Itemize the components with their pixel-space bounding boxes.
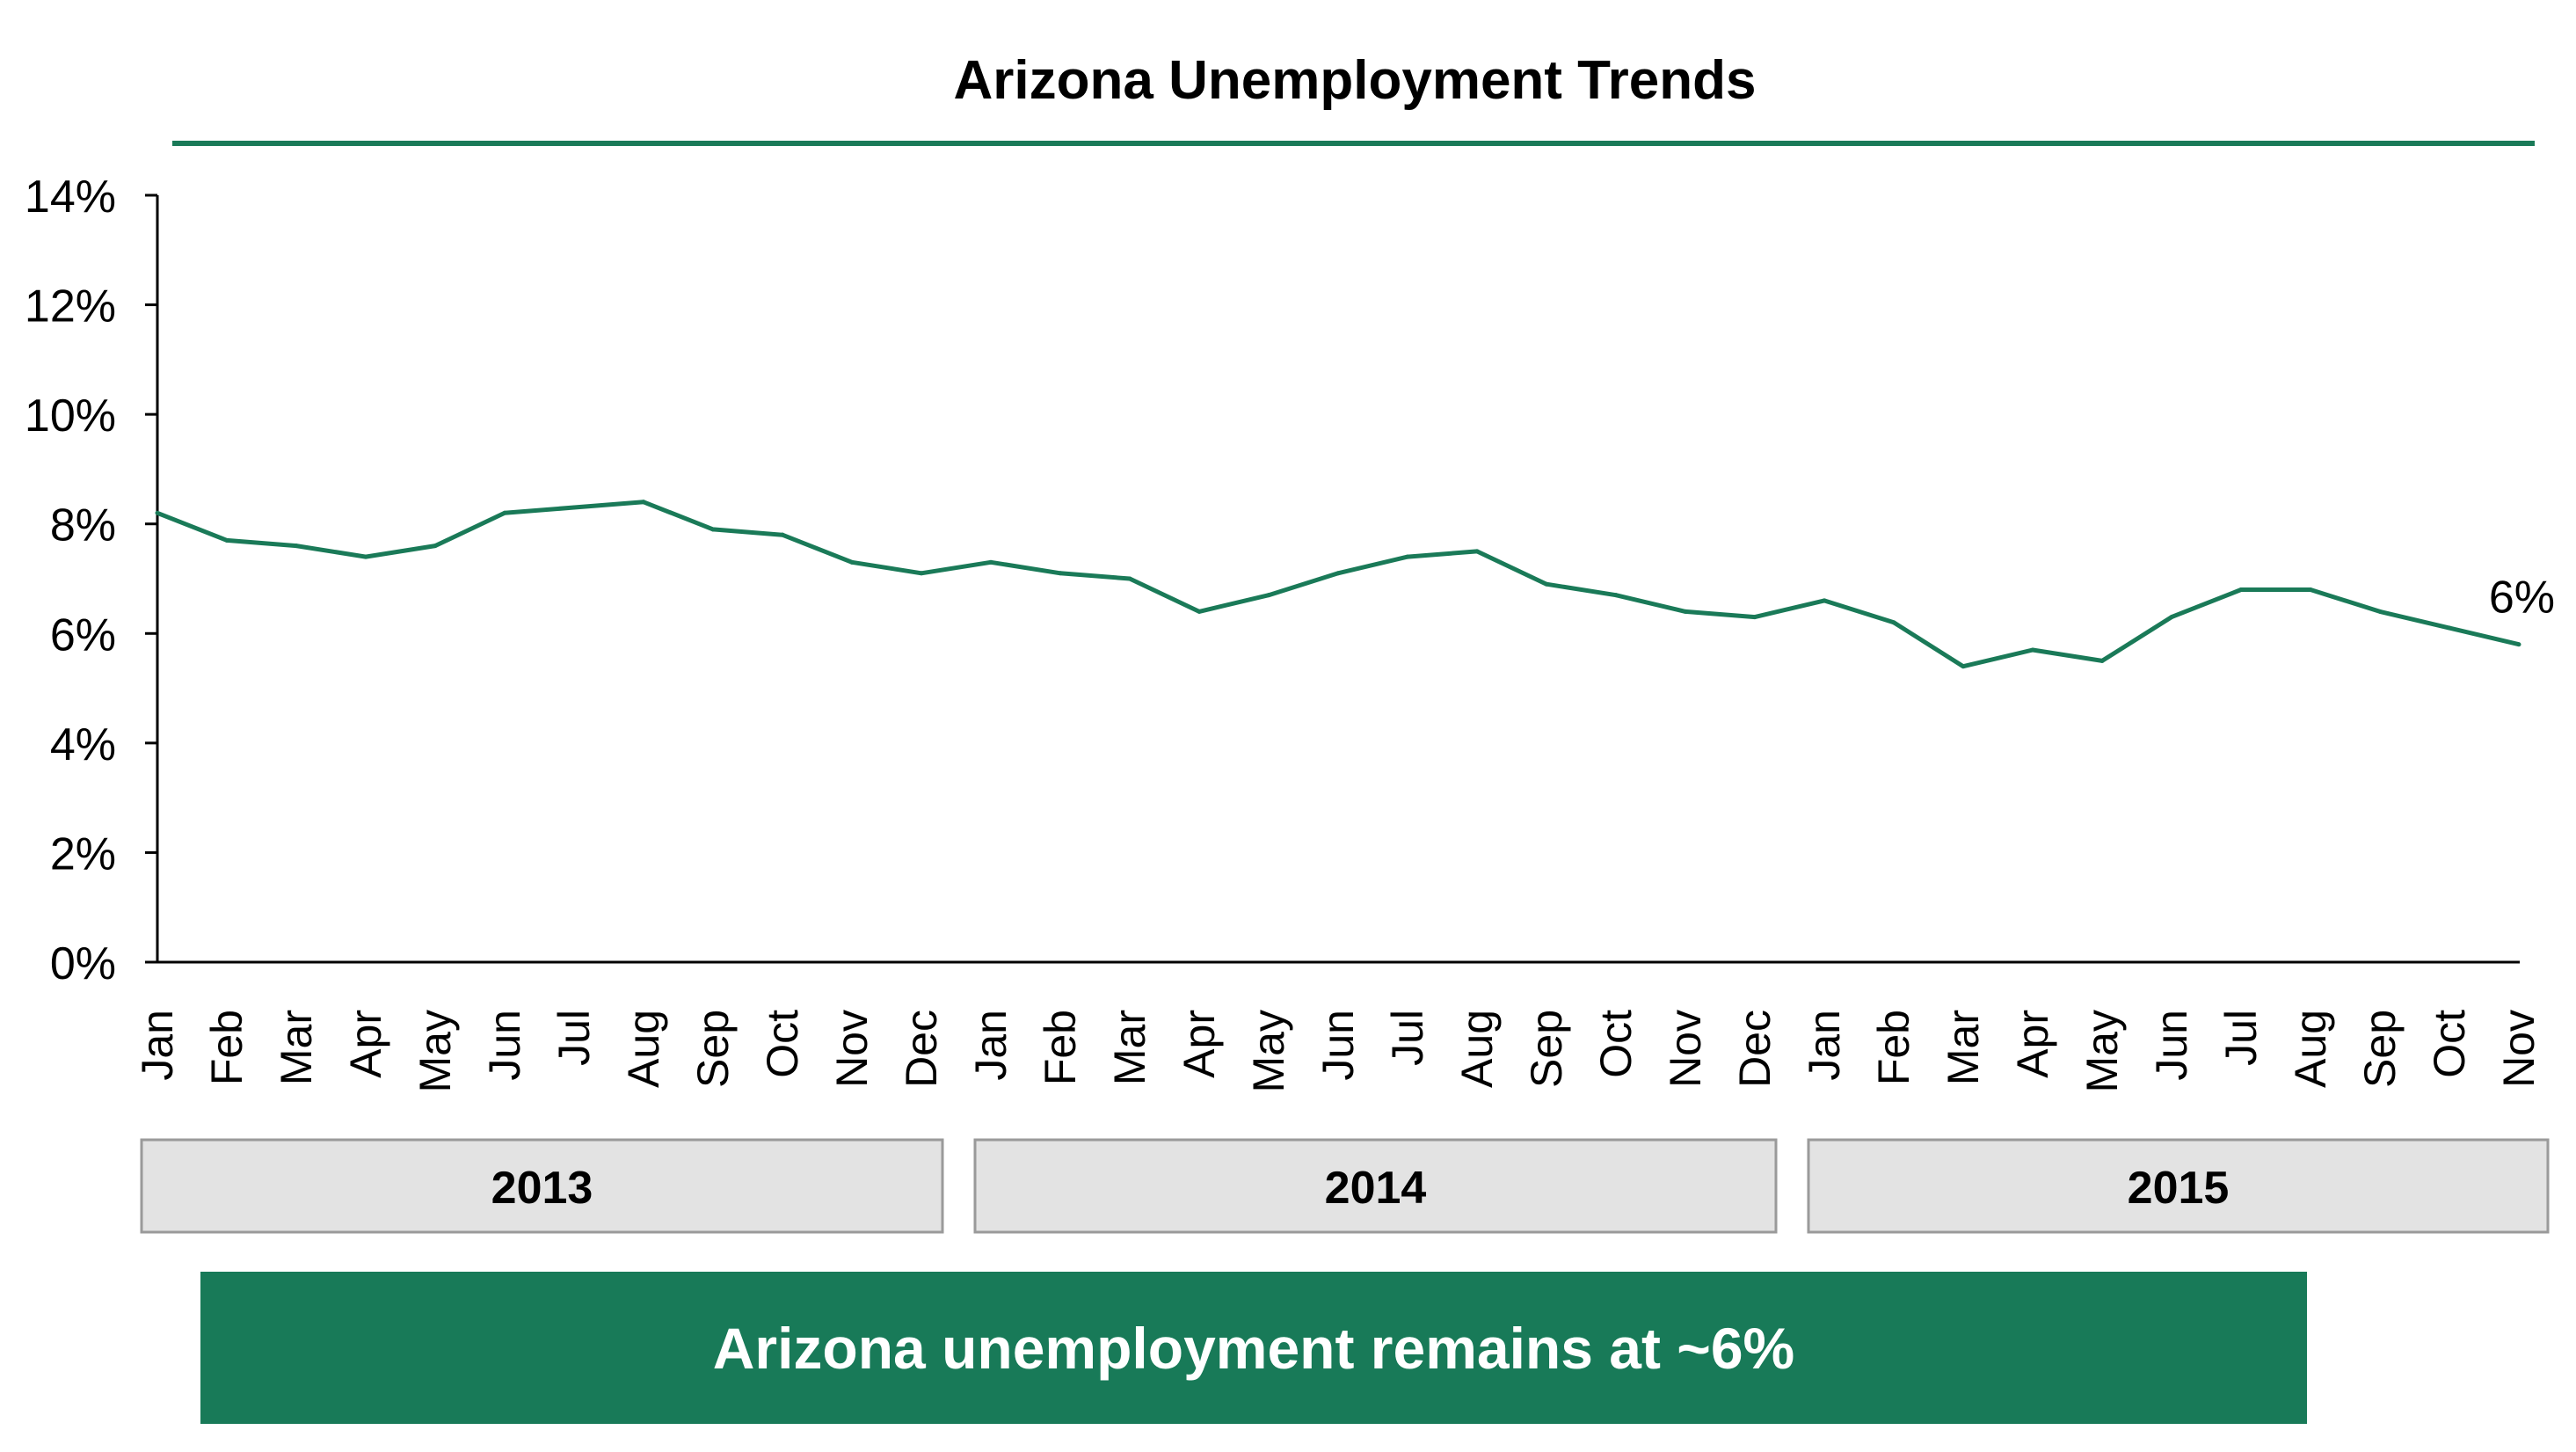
- year-groups: 2013 2014 2015: [140, 1138, 2550, 1234]
- data-point: [1266, 593, 1271, 598]
- y-tick-label: 14%: [25, 171, 116, 223]
- month-label: Feb: [202, 1010, 251, 1085]
- y-tick-label: 10%: [25, 390, 116, 441]
- year-label: 2013: [491, 1163, 593, 1214]
- month-label: Oct: [1591, 1010, 1641, 1078]
- data-point: [571, 505, 577, 510]
- chart-title: Arizona Unemployment Trends: [954, 50, 1757, 111]
- data-point: [1822, 598, 1827, 603]
- data-point: [710, 527, 716, 532]
- month-label: Apr: [2008, 1010, 2057, 1078]
- month-label: Oct: [758, 1010, 807, 1078]
- data-point: [1683, 609, 1688, 614]
- y-axis: 0% 2% 4% 6% 8% 10% 12% 14%: [25, 171, 159, 989]
- month-label: Sep: [1522, 1010, 1571, 1088]
- month-label: Nov: [827, 1010, 877, 1088]
- y-tick-label: 6%: [50, 609, 116, 660]
- series-group: 6%: [155, 500, 2555, 669]
- data-point: [1613, 593, 1619, 598]
- data-point: [641, 500, 646, 505]
- month-label: Aug: [619, 1010, 668, 1088]
- year-label: 2014: [1325, 1163, 1427, 1214]
- month-label: Oct: [2425, 1010, 2474, 1078]
- month-label: May: [1244, 1010, 1293, 1092]
- y-tick-label: 12%: [25, 281, 116, 332]
- month-label: Dec: [897, 1010, 946, 1088]
- month-label: Jun: [1313, 1010, 1363, 1081]
- data-point: [1335, 571, 1341, 576]
- month-label: Jan: [966, 1010, 1015, 1081]
- month-label: Aug: [2286, 1010, 2335, 1088]
- data-point: [1752, 615, 1757, 620]
- data-point: [2447, 625, 2452, 631]
- data-point: [1058, 571, 1063, 576]
- callout-text: Arizona unemployment remains at ~6%: [713, 1316, 1795, 1381]
- month-label: Apr: [341, 1010, 390, 1078]
- data-point: [2377, 609, 2383, 614]
- data-point: [1197, 609, 1202, 614]
- month-label: Apr: [1175, 1010, 1224, 1078]
- data-point: [1891, 620, 1896, 625]
- data-point: [2169, 615, 2174, 620]
- y-tick-label: 0%: [50, 938, 116, 989]
- month-label: Jun: [2147, 1010, 2196, 1081]
- data-point: [1544, 581, 1549, 587]
- data-point: [2308, 587, 2313, 592]
- month-label: May: [411, 1010, 460, 1092]
- data-point: [224, 537, 229, 543]
- data-point: [363, 554, 368, 559]
- data-point: [2030, 647, 2035, 653]
- y-tick-label: 8%: [50, 500, 116, 551]
- year-label: 2015: [2128, 1163, 2230, 1214]
- data-point: [1405, 554, 1410, 559]
- month-label: Nov: [1661, 1010, 1710, 1088]
- month-label: Jul: [549, 1010, 599, 1066]
- month-label: Dec: [1730, 1010, 1779, 1088]
- data-point: [2238, 587, 2244, 592]
- year-box: [973, 1138, 1778, 1234]
- month-label: Jan: [1800, 1010, 1849, 1081]
- month-label: Sep: [2355, 1010, 2405, 1088]
- data-point: [780, 532, 785, 537]
- month-label: Mar: [1939, 1010, 1988, 1085]
- month-label: Aug: [1452, 1010, 1502, 1088]
- month-label: May: [2078, 1010, 2127, 1092]
- month-label: Feb: [1036, 1010, 1085, 1085]
- data-point: [1474, 549, 1480, 554]
- data-point: [849, 559, 855, 565]
- month-label: Mar: [1105, 1010, 1154, 1085]
- month-label: Jun: [480, 1010, 529, 1081]
- month-label: Sep: [688, 1010, 738, 1088]
- year-box: [1807, 1138, 2550, 1234]
- data-point: [988, 559, 993, 565]
- month-label: Mar: [272, 1010, 321, 1085]
- callout-background: [200, 1272, 2307, 1424]
- month-label: Jul: [2216, 1010, 2266, 1066]
- month-label: Jul: [1383, 1010, 1432, 1066]
- data-point: [502, 510, 507, 515]
- month-label: Feb: [1869, 1010, 1918, 1085]
- month-label: Jan: [133, 1010, 182, 1081]
- series-line: [156, 500, 2520, 669]
- data-point: [919, 571, 924, 576]
- data-point: [1127, 576, 1132, 581]
- end-value-label: 6%: [2489, 573, 2555, 624]
- data-point: [2099, 658, 2105, 663]
- callout-banner: Arizona unemployment remains at ~6%: [200, 1272, 2307, 1424]
- y-tick-label: 4%: [50, 719, 116, 770]
- y-tick-label: 2%: [50, 828, 116, 879]
- data-point: [155, 510, 160, 515]
- month-labels: Jan Feb Mar Apr May Jun Jul Aug Sep Oct Nov Dec Jan F…: [133, 1010, 2543, 1093]
- year-box: [140, 1138, 944, 1234]
- data-point: [294, 544, 299, 549]
- data-point: [2516, 642, 2521, 647]
- month-label: Nov: [2494, 1010, 2543, 1088]
- data-point: [433, 544, 438, 549]
- data-point: [1961, 664, 1966, 669]
